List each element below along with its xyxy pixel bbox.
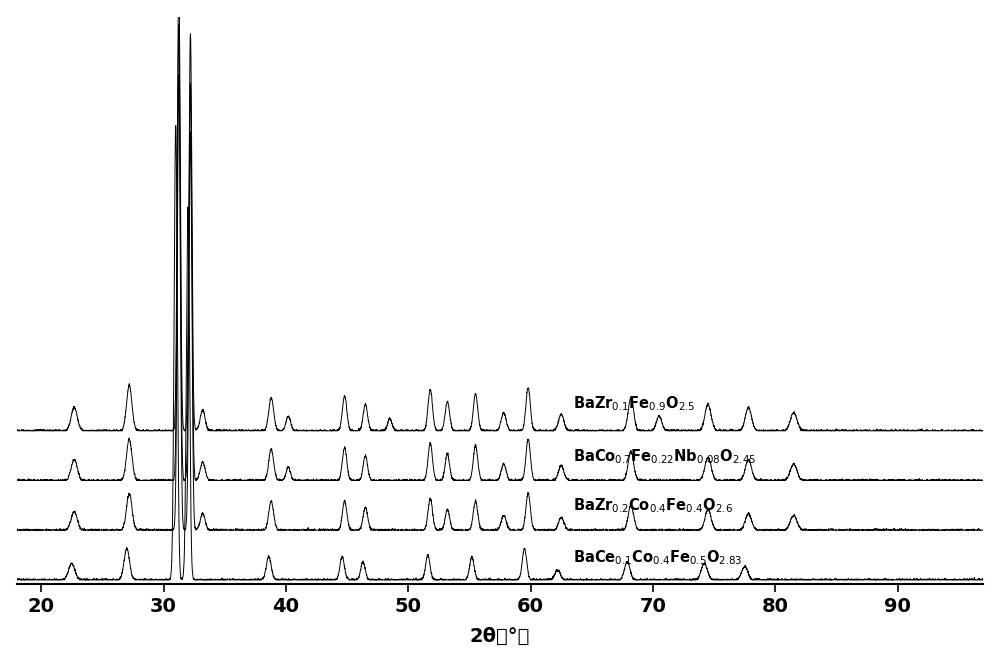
Text: BaCe$_{0.1}$Co$_{0.4}$Fe$_{0.5}$O$_{2.83}$: BaCe$_{0.1}$Co$_{0.4}$Fe$_{0.5}$O$_{2.83… xyxy=(573,549,743,568)
Text: BaZr$_{0.2}$Co$_{0.4}$Fe$_{0.4}$O$_{2.6}$: BaZr$_{0.2}$Co$_{0.4}$Fe$_{0.4}$O$_{2.6}… xyxy=(573,497,733,515)
X-axis label: 2θ（°）: 2θ（°） xyxy=(470,627,530,646)
Text: BaCo$_{0.7}$Fe$_{0.22}$Nb$_{0.08}$O$_{2.45}$: BaCo$_{0.7}$Fe$_{0.22}$Nb$_{0.08}$O$_{2.… xyxy=(573,447,757,465)
Text: BaZr$_{0.1}$Fe$_{0.9}$O$_{2.5}$: BaZr$_{0.1}$Fe$_{0.9}$O$_{2.5}$ xyxy=(573,394,696,412)
